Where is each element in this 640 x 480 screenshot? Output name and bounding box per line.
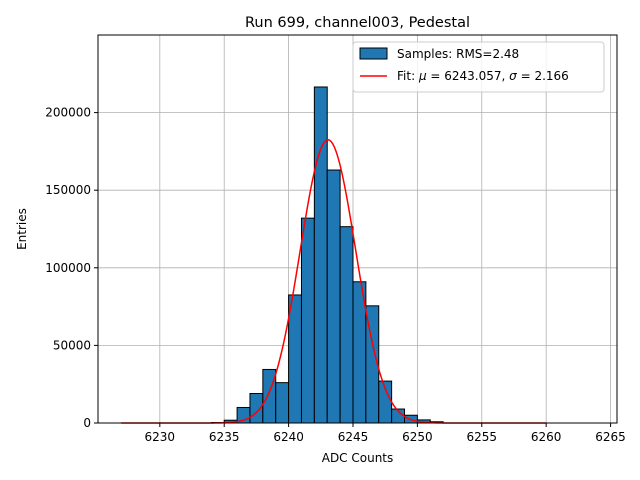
x-axis-label: ADC Counts (322, 451, 394, 465)
x-tick-label: 6235 (209, 430, 240, 444)
y-tick-label: 50000 (53, 338, 91, 352)
histogram-bar (262, 368, 277, 424)
legend-fit-sigma-value: = 2.166 (517, 69, 569, 83)
legend-samples-label: Samples: RMS=2.48 (397, 47, 519, 61)
histogram-bar (339, 226, 354, 424)
plot-frame (97, 34, 618, 424)
legend: Samples: RMS=2.48 Fit: μ = 6243.057, σ =… (352, 41, 605, 93)
x-tick-label: 6240 (273, 430, 304, 444)
x-tick-label: 6265 (595, 430, 626, 444)
x-tick-label: 6230 (145, 430, 176, 444)
x-tick-label: 6250 (402, 430, 433, 444)
x-tick-label: 6245 (338, 430, 369, 444)
x-axis-ticks: 6230 6235 6240 6245 6250 6255 6260 6265 (145, 423, 626, 444)
y-tick-label: 200000 (45, 106, 91, 120)
y-tick-label: 100000 (45, 261, 91, 275)
x-tick-label: 6260 (531, 430, 562, 444)
legend-box (352, 41, 605, 93)
legend-fit-prefix: Fit: (397, 69, 419, 83)
legend-fit-mu: μ (418, 69, 427, 83)
legend-fit-mu-value: = 6243.057, (427, 69, 510, 83)
legend-samples-swatch (359, 47, 388, 60)
grid-lines (98, 35, 617, 424)
histogram-bars (210, 86, 444, 424)
y-axis-ticks: 0 50000 100000 150000 200000 (45, 106, 98, 430)
legend-fit-label: Fit: μ = 6243.057, σ = 2.166 (397, 69, 569, 83)
histogram-bar (275, 382, 290, 424)
y-axis-label: Entries (15, 208, 29, 250)
histogram-bar (313, 86, 328, 424)
y-tick-label: 0 (83, 416, 91, 430)
histogram-bar (300, 217, 315, 424)
x-tick-label: 6255 (467, 430, 498, 444)
y-tick-label: 150000 (45, 183, 91, 197)
histogram-bar (326, 169, 341, 424)
legend-fit-sigma: σ (509, 69, 517, 83)
histogram-bar (288, 294, 302, 424)
chart-title: Run 699, channel003, Pedestal (245, 15, 470, 31)
